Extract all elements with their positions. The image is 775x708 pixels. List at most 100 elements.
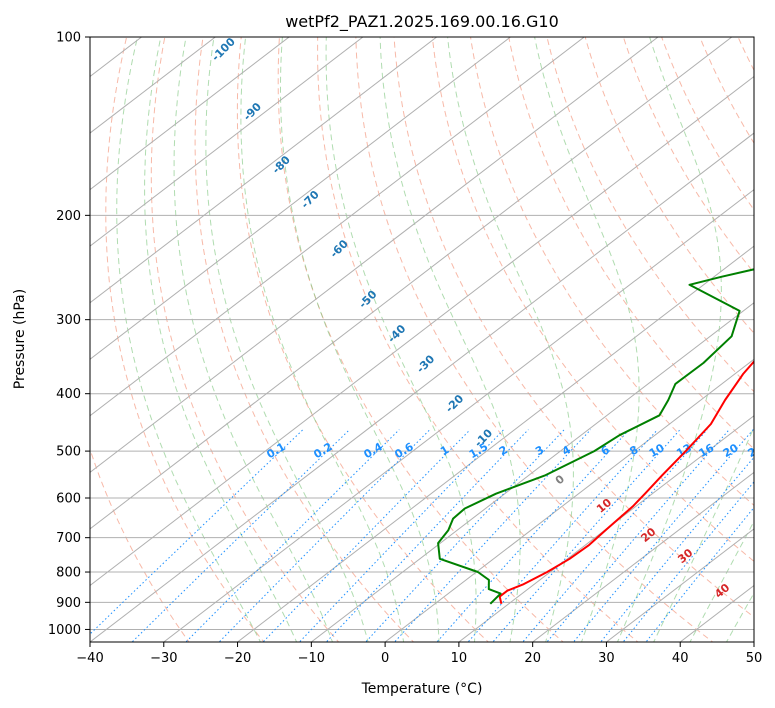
- isotherm-gridline: [605, 528, 754, 642]
- isotherm-gridline: [236, 245, 754, 642]
- x-tick-label: 50: [746, 651, 763, 666]
- dry-adiabat-line: [150, 37, 340, 642]
- isotherm-gridline: [90, 37, 586, 417]
- mixing-ratio-line: [90, 429, 304, 635]
- mixing-ratio-label: 25: [746, 441, 766, 460]
- moist-adiabat-line: [325, 37, 477, 642]
- x-tick-label: −40: [76, 651, 103, 666]
- isotherm-gridline: [90, 37, 290, 191]
- moist-adiabat-line: [653, 426, 754, 642]
- x-tick-label: −30: [150, 651, 177, 666]
- plot-frame: [89, 36, 755, 643]
- x-tick-label: 0: [381, 651, 389, 666]
- mixing-ratio-label: 4: [560, 443, 573, 458]
- moist-adiabat-line: [116, 37, 262, 642]
- x-tick-label: 10: [451, 651, 468, 666]
- isotherm-gridline: [90, 37, 512, 360]
- isotherm-gridline: [90, 37, 364, 247]
- y-tick-label: 1000: [48, 623, 81, 638]
- mixing-ratio-line: [600, 456, 754, 642]
- isotherm-gridline: [679, 584, 754, 642]
- chart-title: wetPf2_PAZ1.2025.169.00.16.G10: [285, 12, 559, 32]
- moist-adiabat-label: 10: [594, 496, 614, 516]
- dry-adiabat-line: [105, 37, 265, 642]
- isotherm-gridline: [90, 37, 733, 530]
- y-tick-label: 800: [56, 566, 81, 581]
- dry-adiabat-label: -20: [443, 392, 466, 415]
- dry-adiabat-label: -60: [328, 237, 351, 260]
- isotherm-gridline: [458, 415, 754, 642]
- mixing-ratio-line: [522, 429, 708, 642]
- moist-adiabat-label: 30: [675, 546, 695, 566]
- moist-adiabat-line: [447, 37, 574, 642]
- isotherm-gridline: [90, 37, 217, 134]
- mixing-ratio-label: 20: [721, 441, 741, 460]
- dry-adiabat-line: [661, 37, 754, 211]
- moist-adiabat-line: [205, 37, 369, 642]
- moist-adiabat-line: [725, 592, 754, 642]
- mixing-ratio-line: [467, 429, 658, 642]
- moist-adiabat-line: [173, 37, 333, 642]
- isotherm-gridline: [310, 302, 754, 642]
- y-axis-title: Pressure (hPa): [12, 289, 28, 389]
- dry-adiabat-line: [470, 37, 754, 507]
- x-tick-label: 40: [672, 651, 689, 666]
- mixing-ratio-label: 10: [647, 441, 667, 460]
- x-tick-label: 30: [598, 651, 615, 666]
- dry-adiabat-label: -40: [385, 322, 408, 345]
- dry-adiabat-label: -50: [356, 288, 379, 311]
- y-tick-label: 100: [56, 31, 81, 46]
- mixing-ratio-line: [546, 429, 730, 642]
- dry-adiabat-line: [770, 24, 775, 645]
- mixing-ratio-line: [298, 429, 505, 642]
- mixing-ratio-line: [365, 429, 565, 642]
- mixing-ratio-line: [436, 429, 630, 642]
- moist-adiabat-line: [534, 37, 640, 642]
- mixing-ratio-line: [393, 429, 592, 642]
- mixing-ratio-line: [262, 429, 471, 642]
- x-tick-label: −20: [224, 651, 251, 666]
- dry-adiabat-line: [508, 37, 754, 450]
- dry-adiabat-line: [699, 37, 754, 145]
- moist-adiabat-line: [280, 37, 440, 642]
- moist-adiabat-label: 0: [553, 472, 567, 487]
- isotherm-gridline: [90, 37, 438, 304]
- moist-adiabat-line: [379, 37, 521, 642]
- isotherm-gridline: [531, 471, 754, 642]
- dry-adiabat-line: [431, 37, 754, 563]
- isotherm-gridline: [162, 188, 754, 642]
- dry-adiabat-label: -30: [414, 352, 437, 375]
- dry-adiabat-label: -80: [270, 153, 293, 176]
- dewpoint-profile-line: [437, 268, 754, 605]
- dry-adiabat-line: [194, 37, 415, 642]
- dry-adiabat-label: -90: [241, 100, 264, 123]
- mixing-ratio-line: [645, 506, 754, 642]
- x-tick-label: 20: [524, 651, 541, 666]
- y-tick-label: 400: [56, 387, 81, 402]
- dry-adiabat-line: [622, 37, 754, 274]
- dry-adiabat-label: -70: [299, 188, 322, 211]
- temperature-profile-line: [498, 360, 754, 605]
- dry-adiabat-line: [355, 37, 714, 642]
- isotherm-gridline: [90, 75, 754, 587]
- dry-adiabat-line: [393, 37, 754, 618]
- y-tick-label: 700: [56, 531, 81, 546]
- x-axis-title: Temperature (°C): [361, 681, 483, 697]
- mixing-ratio-label: 0.4: [361, 440, 385, 461]
- moist-adiabat-label: 20: [638, 525, 658, 545]
- mixing-ratio-label: 0.2: [311, 440, 334, 461]
- moist-adiabat-line: [144, 37, 298, 642]
- dry-adiabat-label: -100: [209, 35, 238, 64]
- x-tick-label: −10: [298, 651, 325, 666]
- moist-adiabat-line: [689, 520, 754, 642]
- mixing-ratio-label: 0.6: [392, 440, 416, 461]
- y-tick-label: 200: [56, 209, 81, 224]
- dry-adiabat-line: [236, 37, 490, 642]
- mixing-ratio-line: [325, 429, 529, 642]
- isotherm-gridline: [90, 37, 659, 473]
- moist-adiabat-line: [616, 37, 722, 642]
- y-tick-label: 900: [56, 596, 81, 611]
- mixing-ratio-line: [131, 429, 350, 642]
- dry-adiabat-line: [90, 447, 190, 642]
